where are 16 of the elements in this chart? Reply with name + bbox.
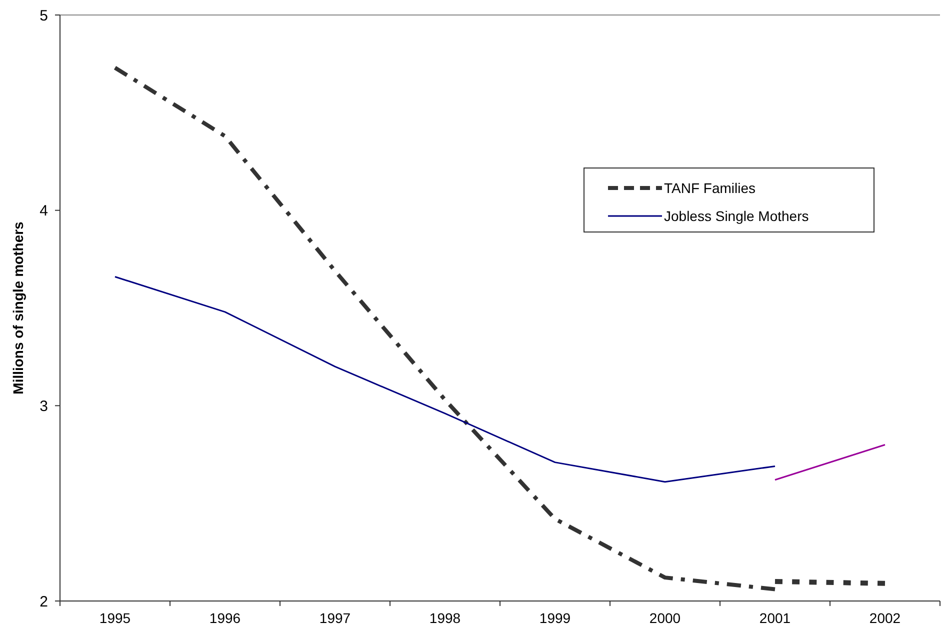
x-tick-label: 2002 — [869, 610, 901, 626]
x-tick-label: 1997 — [319, 610, 351, 626]
x-tick-label: 1999 — [539, 610, 571, 626]
x-tick-label: 2001 — [759, 610, 791, 626]
x-tick-label: 2000 — [649, 610, 681, 626]
y-tick-label: 5 — [40, 7, 48, 24]
x-tick-label: 1996 — [209, 610, 241, 626]
y-axis-title: Millions of single mothers — [10, 221, 26, 394]
y-tick-label: 2 — [40, 593, 48, 610]
y-tick-label: 4 — [40, 202, 48, 220]
x-tick-label: 1995 — [99, 610, 131, 626]
legend-label: Jobless Single Mothers — [664, 208, 809, 224]
line-series — [114, 276, 776, 483]
y-tick-label: 3 — [40, 398, 48, 415]
legend-label: TANF Families — [664, 180, 756, 196]
x-tick-label: 1998 — [429, 610, 461, 626]
